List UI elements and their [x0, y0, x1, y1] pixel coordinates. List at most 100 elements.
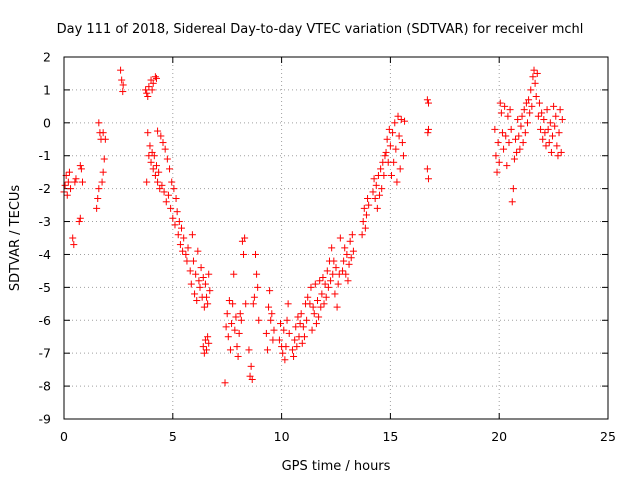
data-point: [148, 86, 156, 94]
data-point: [508, 198, 516, 206]
data-point: [390, 158, 398, 166]
data-point: [345, 260, 353, 268]
data-point: [179, 247, 187, 255]
data-point: [372, 181, 380, 189]
data-point: [65, 168, 73, 176]
y-tick-label: -2: [39, 181, 51, 196]
data-point: [492, 152, 500, 160]
data-point: [222, 323, 230, 331]
data-point: [199, 273, 207, 281]
data-point: [228, 320, 236, 328]
data-point: [525, 96, 533, 104]
data-point: [358, 231, 366, 239]
data-point: [95, 185, 103, 193]
data-point: [312, 320, 320, 328]
data-point: [396, 165, 404, 173]
data-point: [523, 119, 531, 127]
data-point: [152, 162, 160, 170]
data-point: [359, 218, 367, 226]
data-point: [331, 290, 339, 298]
data-point: [232, 313, 240, 321]
data-point: [377, 165, 385, 173]
data-point: [540, 116, 548, 124]
plot-frame: [63, 56, 609, 420]
data-point: [493, 168, 501, 176]
data-point: [517, 122, 525, 130]
data-point: [118, 76, 126, 84]
data-point: [149, 165, 157, 173]
data-point: [294, 313, 302, 321]
data-point: [532, 92, 540, 100]
data-point: [348, 231, 356, 239]
data-point: [378, 185, 386, 193]
data-point: [531, 79, 539, 87]
data-point: [283, 316, 291, 324]
data-point: [230, 270, 238, 278]
data-point: [221, 379, 229, 387]
data-point: [347, 254, 355, 262]
data-point: [398, 139, 406, 147]
data-point: [501, 102, 509, 110]
data-point: [557, 148, 565, 156]
data-point: [292, 323, 300, 331]
data-point: [146, 142, 154, 150]
y-axis-label: SDTVAR / TECUs: [8, 185, 23, 292]
data-point: [250, 293, 258, 301]
data-point: [203, 293, 211, 301]
data-point: [513, 148, 521, 156]
data-point: [75, 218, 83, 226]
data-point: [509, 185, 517, 193]
data-point: [266, 287, 274, 295]
data-point: [554, 152, 562, 160]
data-point: [182, 250, 190, 258]
data-point: [76, 214, 84, 222]
data-point: [178, 224, 186, 232]
data-point: [188, 231, 196, 239]
data-point: [170, 185, 178, 193]
data-point: [152, 74, 160, 82]
data-point: [265, 303, 273, 311]
data-point: [189, 257, 197, 265]
data-point: [395, 132, 403, 140]
data-point: [154, 127, 162, 135]
data-point: [196, 283, 204, 291]
y-tick-label: -8: [39, 379, 52, 394]
data-point: [385, 125, 393, 133]
data-point: [249, 300, 257, 308]
data-point: [556, 106, 564, 114]
data-point: [297, 310, 305, 318]
data-point: [333, 303, 341, 311]
data-point: [526, 109, 534, 117]
y-tick-label: -9: [39, 412, 52, 427]
data-point: [223, 310, 231, 318]
data-point: [500, 145, 508, 153]
data-point: [303, 316, 311, 324]
data-point: [203, 346, 211, 354]
data-point: [175, 218, 183, 226]
data-point: [336, 234, 344, 242]
data-point: [543, 106, 551, 114]
data-point: [314, 297, 322, 305]
data-point: [169, 214, 177, 222]
data-point: [365, 201, 373, 209]
data-point: [541, 129, 549, 137]
data-point: [231, 326, 239, 334]
data-point: [496, 99, 504, 107]
data-point: [529, 73, 537, 81]
data-point: [160, 188, 168, 196]
data-point: [163, 155, 171, 163]
x-tick-label: 15: [382, 429, 398, 444]
data-point: [204, 333, 212, 341]
data-point: [154, 178, 162, 186]
data-point: [296, 320, 304, 328]
data-point: [279, 349, 287, 357]
data-point: [544, 125, 552, 133]
data-point: [144, 129, 152, 137]
data-point: [293, 343, 301, 351]
data-point: [235, 329, 243, 337]
data-point: [362, 211, 370, 219]
data-point: [319, 273, 327, 281]
data-point: [504, 112, 512, 120]
data-point: [298, 339, 306, 347]
data-point: [155, 168, 163, 176]
